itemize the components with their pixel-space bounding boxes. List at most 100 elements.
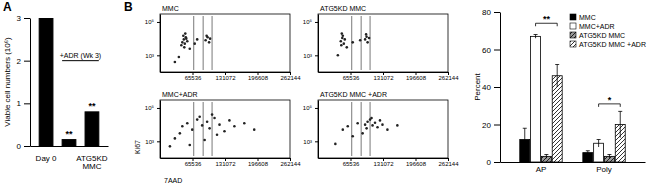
- tick: 65536: [343, 158, 360, 167]
- chart-title: ATG5KD MMC: [320, 5, 366, 12]
- tick-label: 262144: [280, 75, 301, 81]
- chart-title: ATG5KD MMC +ADR: [320, 91, 387, 98]
- tick-label: 131072: [215, 161, 236, 167]
- tick-label: 262144: [438, 161, 459, 167]
- tick: 65536: [343, 72, 360, 81]
- tick: 131072: [215, 158, 236, 167]
- tick-label: 3: [17, 14, 22, 23]
- error-line: [587, 151, 588, 155]
- tick: 10³: [303, 53, 318, 59]
- axis-line: [160, 101, 161, 159]
- tick-label: 196608: [406, 75, 427, 81]
- tick: Day 0: [36, 154, 57, 163]
- point: [368, 37, 371, 40]
- legend-label: MMC: [579, 14, 596, 21]
- error-line: [620, 111, 621, 137]
- y-axis-label: Ki67: [134, 140, 141, 154]
- error-cap: [597, 139, 601, 140]
- legend-item: MMC+ADR: [570, 23, 615, 30]
- point: [216, 133, 219, 136]
- error-bar: [544, 155, 548, 159]
- point: [371, 124, 374, 127]
- tick-label: 131072: [373, 75, 394, 81]
- tick-label: 131072: [215, 75, 236, 81]
- tick: 10³: [145, 139, 160, 145]
- point: [201, 124, 204, 127]
- error-cap: [534, 34, 538, 35]
- tick-label: 196608: [406, 161, 427, 167]
- tick: 0: [17, 142, 30, 151]
- bar: [39, 18, 53, 146]
- point: [193, 42, 196, 45]
- point: [208, 41, 211, 44]
- x-axis: 65536 131072 196608 262144: [319, 72, 460, 81]
- point: [365, 33, 368, 36]
- x-axis: 65536131072196608262144: [319, 158, 460, 167]
- point: [205, 34, 208, 37]
- tick: 10³: [303, 139, 318, 145]
- tick: 0: [487, 158, 500, 167]
- error-cap: [555, 64, 559, 65]
- gate-line: [193, 102, 194, 156]
- tick-label: 10³: [303, 53, 312, 59]
- panel-label: B: [124, 0, 133, 14]
- point: [381, 123, 384, 126]
- tick: 10⁵: [303, 19, 318, 25]
- tick-mark: [157, 22, 160, 23]
- point: [185, 37, 188, 40]
- point: [228, 119, 231, 122]
- axis-line: [30, 19, 31, 147]
- y-axis: 0 1 2 3: [17, 14, 31, 151]
- x-axis-label: 7AAD: [164, 177, 182, 184]
- error-bar: [607, 155, 611, 159]
- tick-label: 1: [17, 99, 22, 108]
- tick-mark: [24, 18, 30, 19]
- point: [396, 124, 399, 127]
- figure: A0123Day 0ATG5KDMMCViable cell numbers (…: [0, 0, 650, 189]
- point: [174, 137, 177, 140]
- tick-mark: [157, 55, 160, 56]
- axis-line: [31, 146, 109, 147]
- tick: Poly: [596, 165, 612, 174]
- gate-line: [361, 16, 362, 70]
- error-cap: [544, 154, 548, 155]
- tick: 10⁵: [145, 105, 160, 111]
- point: [179, 132, 182, 135]
- error-line: [598, 140, 599, 148]
- tick-label: ATG5KDMMC: [76, 154, 108, 172]
- point: [343, 38, 346, 41]
- y-axis: 10³ 10⁵: [303, 15, 319, 73]
- x-axis: APPoly: [501, 163, 646, 174]
- gate-line: [203, 16, 204, 70]
- point: [181, 125, 184, 128]
- point: [243, 122, 246, 125]
- point: [345, 46, 348, 49]
- point: [169, 145, 172, 148]
- plot-frame: [160, 14, 290, 72]
- tick-label: 10³: [145, 139, 154, 145]
- point: [341, 37, 344, 40]
- tick-label: 40: [482, 83, 491, 92]
- point: [183, 38, 186, 41]
- error-bar: [597, 140, 601, 148]
- tick-mark: [157, 108, 160, 109]
- point: [351, 135, 354, 138]
- tick: 10⁵: [303, 105, 318, 111]
- tick-mark: [315, 22, 318, 23]
- tick-label: 262144: [438, 75, 459, 81]
- tick-mark: [315, 141, 318, 142]
- tick: 262144: [438, 158, 459, 167]
- gate-line: [212, 102, 213, 156]
- legend-swatch: [570, 14, 576, 20]
- error-bar: [523, 128, 527, 151]
- point: [351, 41, 354, 44]
- tick-mark: [24, 61, 30, 62]
- tick-label: 65536: [185, 75, 202, 81]
- tick: 40: [482, 83, 500, 92]
- error-cap: [618, 111, 622, 112]
- tick-label: 2: [17, 57, 22, 66]
- points: [337, 16, 371, 70]
- tick-mark: [494, 50, 500, 51]
- points: [334, 102, 399, 156]
- plot-frame: [318, 14, 448, 72]
